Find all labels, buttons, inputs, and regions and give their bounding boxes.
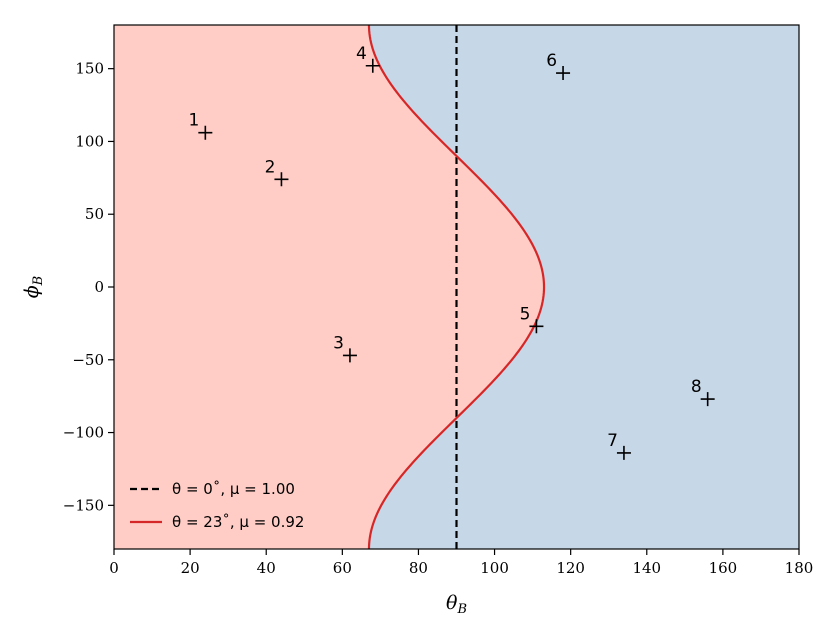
data-point-label: 4 bbox=[356, 44, 367, 64]
data-point-label: 7 bbox=[607, 431, 618, 451]
data-point-marker bbox=[274, 172, 289, 187]
y-tick-label: 150 bbox=[75, 60, 104, 78]
y-tick-label: −150 bbox=[63, 496, 104, 514]
x-tick-label: 0 bbox=[109, 559, 119, 577]
axes: 0 20 40 60 80 100 120 140 160 180 −150 −100 −50 0 50 10… bbox=[63, 24, 814, 577]
y-tick-label: 50 bbox=[85, 205, 104, 223]
data-point-marker bbox=[342, 348, 357, 363]
data-point-marker bbox=[529, 319, 544, 334]
legend-label-dashed: θ = 0˚, μ = 1.00 bbox=[172, 480, 295, 498]
data-point-marker bbox=[616, 445, 631, 460]
x-tick-label: 20 bbox=[181, 559, 200, 577]
data-point-label: 1 bbox=[189, 111, 200, 131]
data-point-marker bbox=[700, 392, 715, 407]
data-point-marker bbox=[556, 66, 571, 81]
x-tick-label: 60 bbox=[333, 559, 352, 577]
x-tick-label: 100 bbox=[480, 559, 509, 577]
y-tick-label: −100 bbox=[63, 424, 104, 442]
y-tick-label: 0 bbox=[94, 278, 104, 296]
legend: θ = 0˚, μ = 1.00 θ = 23˚, μ = 0.92 bbox=[130, 480, 304, 531]
y-tick-label: −50 bbox=[72, 351, 104, 369]
x-tick-label: 180 bbox=[785, 559, 814, 577]
solid-boundary-curve bbox=[367, 24, 546, 550]
x-tick-label: 160 bbox=[709, 559, 738, 577]
plot-area: 1 2 3 4 5 6 7 8 bbox=[114, 24, 799, 550]
data-point-label: 3 bbox=[333, 333, 344, 353]
data-point-label: 5 bbox=[520, 304, 531, 324]
legend-label-solid: θ = 23˚, μ = 0.92 bbox=[172, 513, 304, 531]
data-point-marker bbox=[365, 58, 380, 73]
x-tick-label: 120 bbox=[556, 559, 585, 577]
y-tick-label: 100 bbox=[75, 132, 104, 150]
data-point-label: 2 bbox=[265, 157, 276, 177]
x-axis-label: θB bbox=[446, 592, 467, 617]
data-point-label: 8 bbox=[691, 377, 702, 397]
data-point-marker bbox=[198, 125, 213, 140]
region-left bbox=[114, 25, 545, 549]
y-axis-label: ϕB bbox=[21, 276, 46, 299]
x-tick-label: 140 bbox=[632, 559, 661, 577]
x-tick-label: 80 bbox=[409, 559, 428, 577]
data-point-label: 6 bbox=[546, 51, 557, 71]
x-tick-label: 40 bbox=[257, 559, 276, 577]
